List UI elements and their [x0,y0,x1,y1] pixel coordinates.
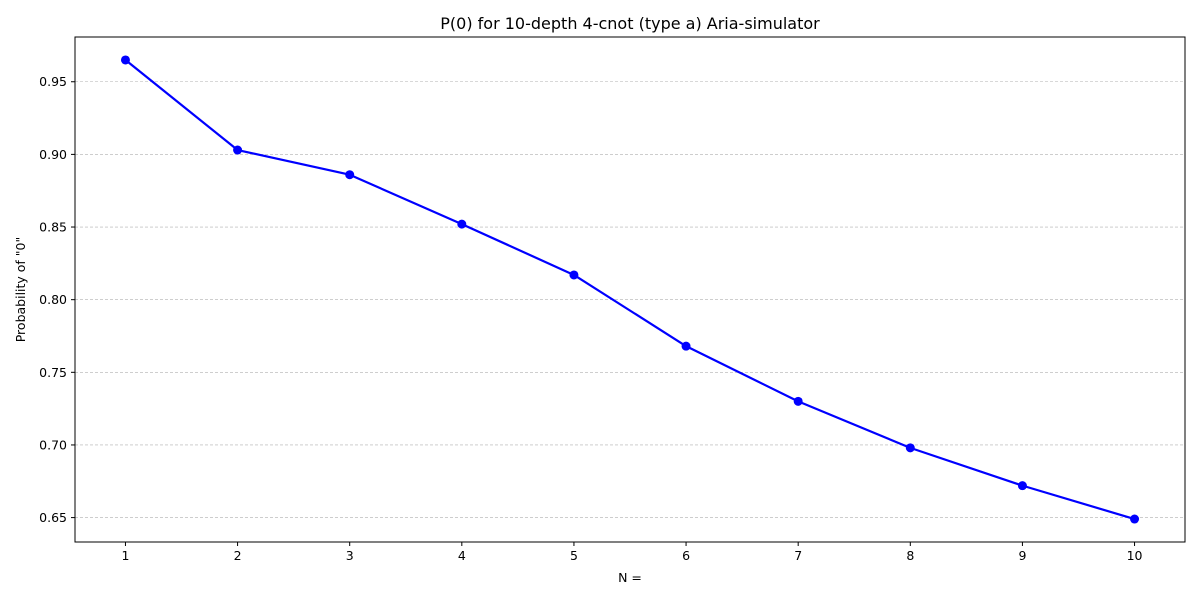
x-axis-label: N = [618,570,642,585]
x-tick-label: 1 [121,548,129,563]
x-tick-label: 8 [906,548,914,563]
data-point [1017,481,1027,491]
data-point [1130,514,1140,524]
x-tick-label: 10 [1127,548,1143,563]
x-tick-label: 2 [234,548,242,563]
data-point [233,145,243,155]
y-tick-label: 0.75 [39,365,67,380]
data-point [345,170,355,180]
data-point [569,270,579,280]
x-tick-label: 9 [1018,548,1026,563]
y-tick-label: 0.80 [39,292,67,307]
x-tick-label: 3 [346,548,354,563]
chart-title: P(0) for 10-depth 4-cnot (type a) Aria-s… [440,14,820,33]
series-group [120,55,1140,524]
data-point [457,219,467,229]
y-tick-label: 0.65 [39,510,67,525]
x-axis-ticks: 1 2 3 4 5 6 7 8 9 10 [121,542,1143,563]
grid-lines [75,81,1185,518]
x-tick-label: 4 [458,548,466,563]
y-tick-label: 0.95 [39,74,67,89]
data-point [905,443,915,453]
y-axis-label: Probability of "0" [13,237,28,343]
y-axis-ticks: 0.65 0.70 0.75 0.80 0.85 0.90 0.95 [39,74,75,525]
y-tick-label: 0.85 [39,220,67,235]
data-point [681,341,691,351]
y-tick-label: 0.90 [39,147,67,162]
data-point [793,396,803,406]
x-tick-label: 6 [682,548,690,563]
data-point [120,55,130,65]
y-tick-label: 0.70 [39,437,67,452]
x-tick-label: 5 [570,548,578,563]
x-tick-label: 7 [794,548,802,563]
plot-area-frame [74,36,1186,543]
series-line [124,59,1135,521]
